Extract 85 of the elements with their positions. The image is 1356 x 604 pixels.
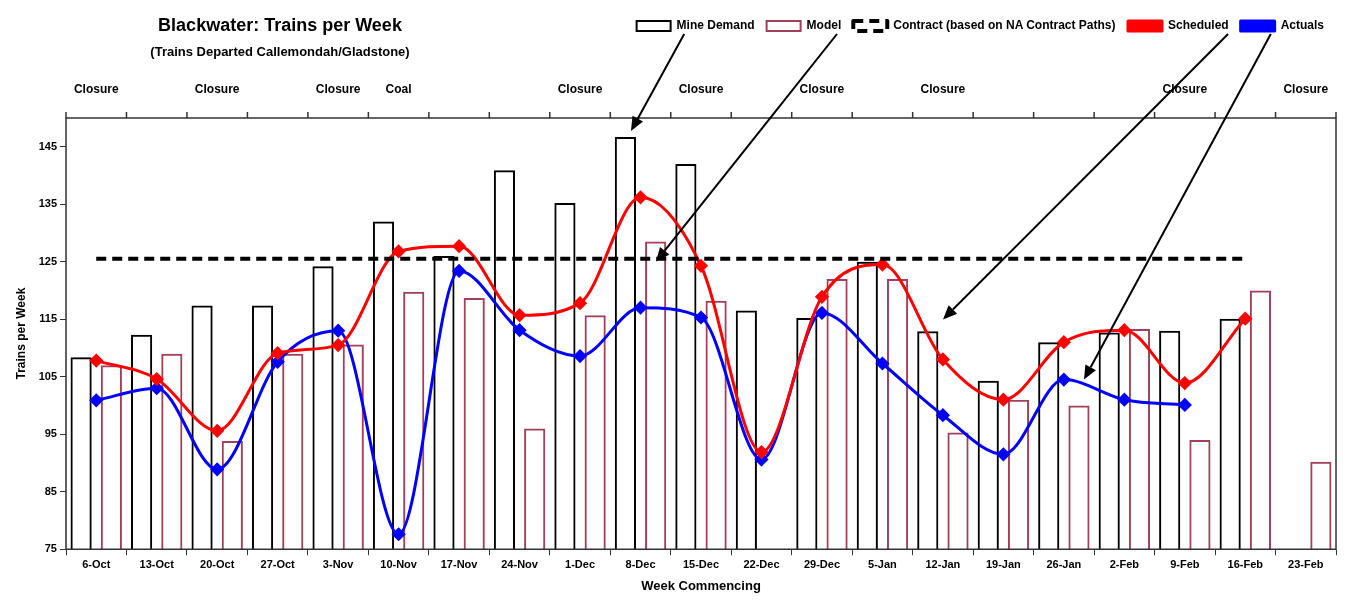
x-tick-label: 20-Oct: [200, 557, 235, 570]
x-tick-label: 13-Oct: [139, 557, 175, 570]
point: [573, 349, 587, 363]
y-tick-label: 125: [38, 254, 57, 267]
point: [150, 381, 164, 395]
point: [1178, 398, 1192, 412]
x-tick-label: 15-Dec: [682, 557, 720, 570]
x-tick-label: 6-Oct: [82, 557, 111, 570]
text: Closure: [73, 82, 119, 97]
chart-subtitle: (Trains Departed Callemondah/Gladstone): [150, 43, 410, 59]
point: [634, 190, 648, 204]
point: [513, 323, 527, 337]
point: [996, 447, 1010, 461]
x-tick-label: 29-Dec: [803, 557, 840, 570]
point: [210, 424, 224, 438]
x-tick-label: 26-Jan: [1046, 557, 1082, 570]
point: [694, 259, 708, 273]
point: [634, 301, 648, 315]
point: [150, 372, 164, 386]
text: Closure: [678, 82, 724, 97]
x-axis-title: Week Commencing: [641, 577, 761, 593]
point: [392, 244, 406, 258]
y-tick-label: 115: [39, 312, 57, 325]
point: [694, 311, 708, 324]
text: Closure: [799, 82, 845, 97]
legend-label: Contract (based on NA Contract Paths): [893, 18, 1116, 33]
y-tick-label: 105: [38, 369, 57, 382]
x-tick-label: 3-Nov: [322, 557, 355, 570]
text: Closure: [194, 82, 240, 97]
point: [1057, 335, 1071, 349]
point: [1057, 373, 1071, 387]
point: [1117, 323, 1131, 337]
point: [996, 393, 1010, 407]
y-tick-label: 135: [38, 197, 57, 210]
x-tick-label: 23-Feb: [1288, 557, 1324, 570]
point: [875, 357, 889, 370]
text: Closure: [557, 82, 603, 97]
point: [573, 296, 587, 310]
point: [392, 527, 406, 541]
point: [936, 352, 950, 366]
point: [754, 445, 768, 459]
point: [271, 355, 285, 369]
x-tick-label: 19-Jan: [985, 557, 1022, 570]
point: [875, 258, 889, 272]
x-tick-label: 1-Dec: [565, 557, 596, 570]
text: Closure: [920, 82, 966, 97]
x-tick-label: 24-Nov: [501, 557, 539, 570]
point: [1178, 376, 1192, 390]
legend-label: Model: [806, 18, 842, 33]
point: [815, 290, 829, 304]
point: [452, 264, 466, 278]
point: [513, 308, 527, 322]
legend-label: Scheduled: [1167, 18, 1229, 33]
y-tick-label: 95: [44, 427, 57, 440]
point: [1117, 393, 1131, 407]
text: Closure: [315, 82, 361, 97]
x-tick-label: 10-Nov: [380, 557, 418, 570]
text: Closure: [1283, 82, 1329, 97]
point: [210, 462, 224, 476]
point: [452, 239, 466, 253]
legend-label: Mine Demand: [676, 18, 755, 33]
point: [936, 408, 950, 422]
x-tick-label: 12-Jan: [925, 557, 961, 570]
x-tick-label: 8-Dec: [625, 557, 656, 570]
point: [1238, 312, 1252, 326]
point: [89, 354, 103, 368]
y-tick-label: 85: [44, 484, 57, 497]
y-tick-label: 75: [44, 542, 57, 555]
x-tick-label: 9-Feb: [1170, 557, 1200, 570]
point: [271, 346, 285, 360]
x-tick-label: 16-Feb: [1227, 557, 1264, 570]
point: [331, 338, 345, 352]
legend-label: Actuals: [1280, 18, 1325, 33]
text: Coal: [385, 82, 412, 97]
x-tick-label: 5-Jan: [868, 557, 898, 570]
x-tick-label: 2-Feb: [1109, 557, 1140, 570]
y-tick-label: 145: [38, 139, 57, 152]
point: [815, 306, 829, 320]
y-axis-title: Trains per Week: [13, 287, 28, 380]
point: [89, 393, 103, 407]
x-tick-label: 17-Nov: [440, 557, 479, 570]
x-tick-label: 22-Dec: [743, 557, 780, 570]
x-tick-label: 27-Oct: [260, 557, 296, 570]
point: [331, 324, 345, 338]
chart-title: Blackwater: Trains per Week: [158, 14, 403, 35]
